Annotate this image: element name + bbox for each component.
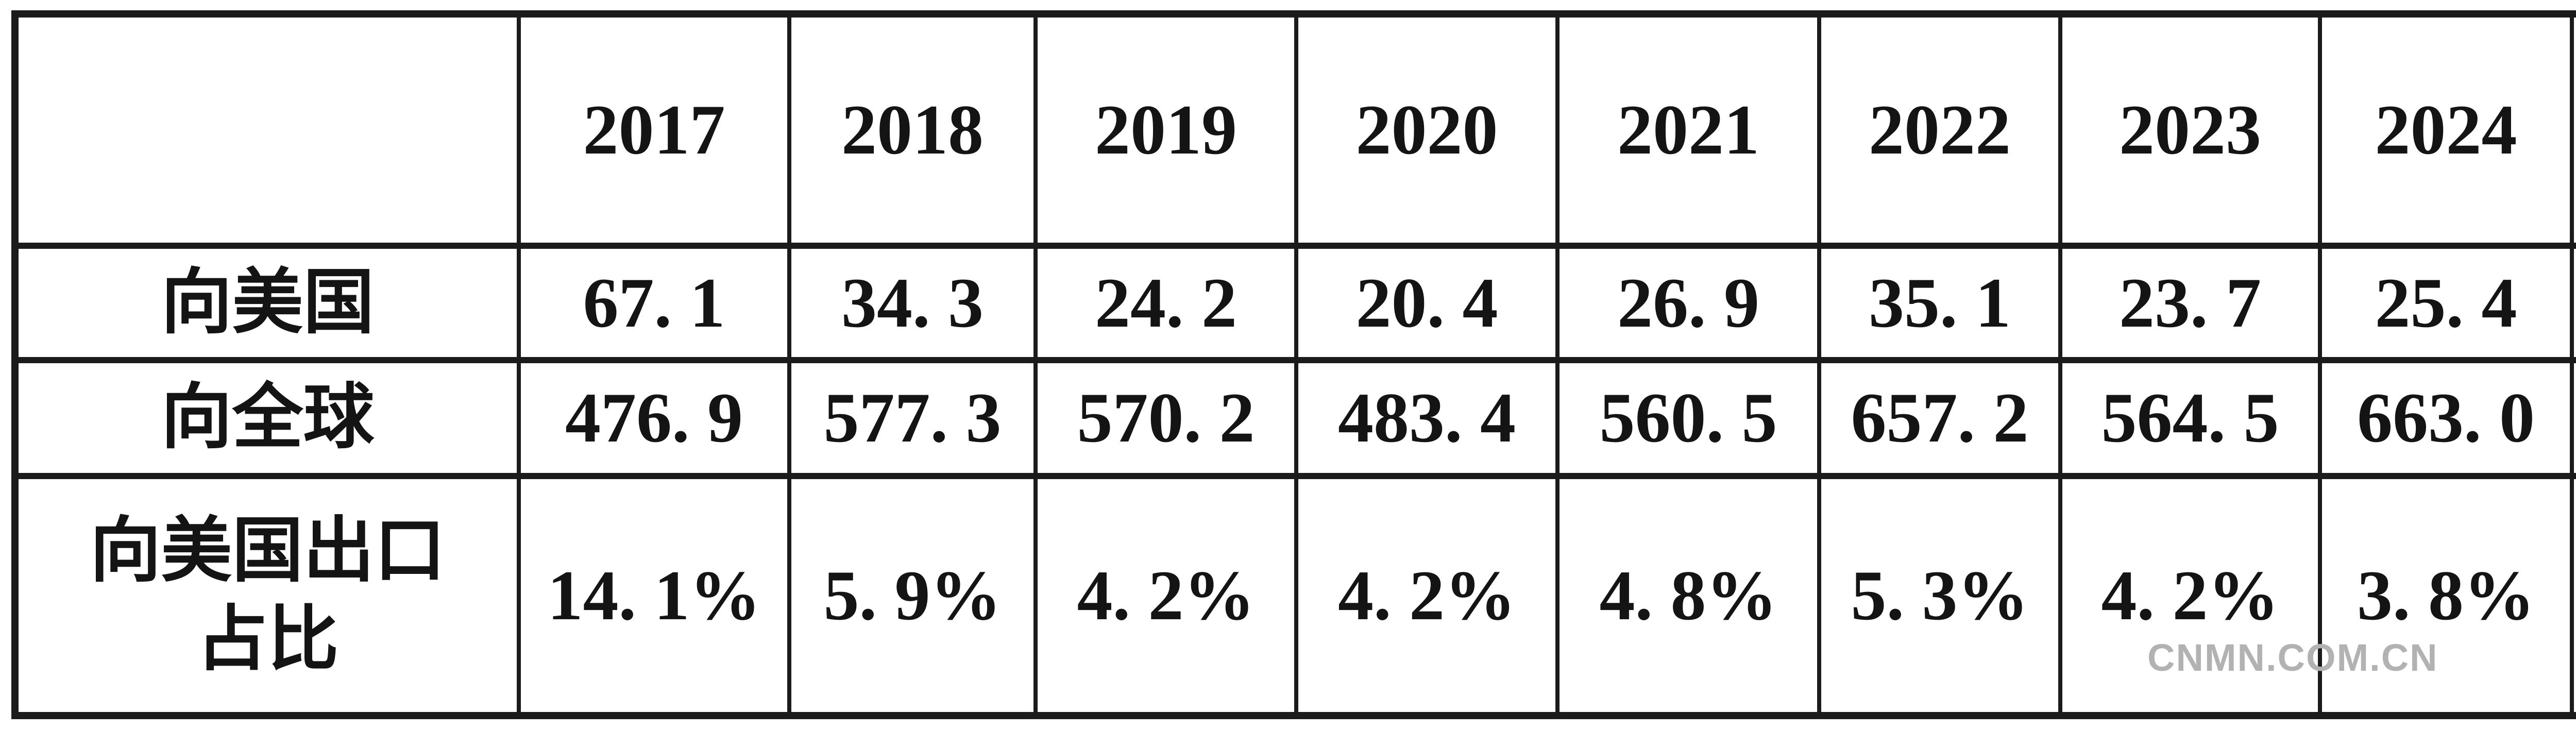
table-cell: 663. 0 [2318,357,2574,479]
col-header-2018: 2018 [787,11,1038,249]
table-cell-cagr: - [2570,473,2576,719]
col-header-2023: 2023 [2058,11,2322,249]
table-cell: 4. 8% [1555,473,1821,719]
header-row: 2017 2018 2019 2020 2021 2022 2023 2024 … [13,11,2576,249]
table-cell: 24. 2 [1033,243,1298,363]
col-header-2021: 2021 [1555,11,1821,249]
table-cell: 564. 5 [2058,357,2322,479]
table-cell: 25. 4 [2318,243,2574,363]
table-row-to-global: 向全球 476. 9 577. 3 570. 2 483. 4 560. 5 6… [13,357,2576,479]
watermark: CNMN.COM.CN [2147,636,2438,679]
table-cell: 4. 2% [1294,473,1560,719]
table-cell: 34. 3 [787,243,1038,363]
table-cell: 4. 2% [2058,473,2322,719]
table-cell-cagr: 4. 8% [2570,357,2576,479]
col-header-cagr: 2018-2024 CAGR [2570,11,2576,249]
export-data-table: 2017 2018 2019 2020 2021 2022 2023 2024 … [11,10,2576,719]
col-header-2024: 2024 [2318,11,2574,249]
table-cell: 577. 3 [787,357,1038,479]
table-cell: 3. 8% [2318,473,2574,719]
row-label: 向美国 [13,243,521,363]
table-cell: 14. 1% [517,473,791,719]
table-cell: 20. 4 [1294,243,1560,363]
table-cell: 570. 2 [1033,357,1298,479]
table-cell: 657. 2 [1817,357,2062,479]
table-cell: 476. 9 [517,357,791,479]
table-cell: 560. 5 [1555,357,1821,479]
table-cell: 26. 9 [1555,243,1821,363]
table-cell-cagr: -13. 0% [2570,243,2576,363]
table-cell: 5. 9% [787,473,1038,719]
table-row-to-usa: 向美国 67. 1 34. 3 24. 2 20. 4 26. 9 35. 1 … [13,243,2576,363]
col-header-2019: 2019 [1033,11,1298,249]
row-label: 向全球 [13,357,521,479]
corner-cell [13,11,521,249]
table-row-usa-share: 向美国出口 占比 14. 1% 5. 9% 4. 2% 4. 2% 4. 8% … [13,473,2576,719]
table-cell: 35. 1 [1817,243,2062,363]
col-header-2022: 2022 [1817,11,2062,249]
col-header-2017: 2017 [517,11,791,249]
table-cell: 67. 1 [517,243,791,363]
col-header-2020: 2020 [1294,11,1560,249]
table-cell: 5. 3% [1817,473,2062,719]
table-cell: 4. 2% [1033,473,1298,719]
row-label: 向美国出口 占比 [13,473,521,719]
table-cell: 23. 7 [2058,243,2322,363]
table-cell: 483. 4 [1294,357,1560,479]
